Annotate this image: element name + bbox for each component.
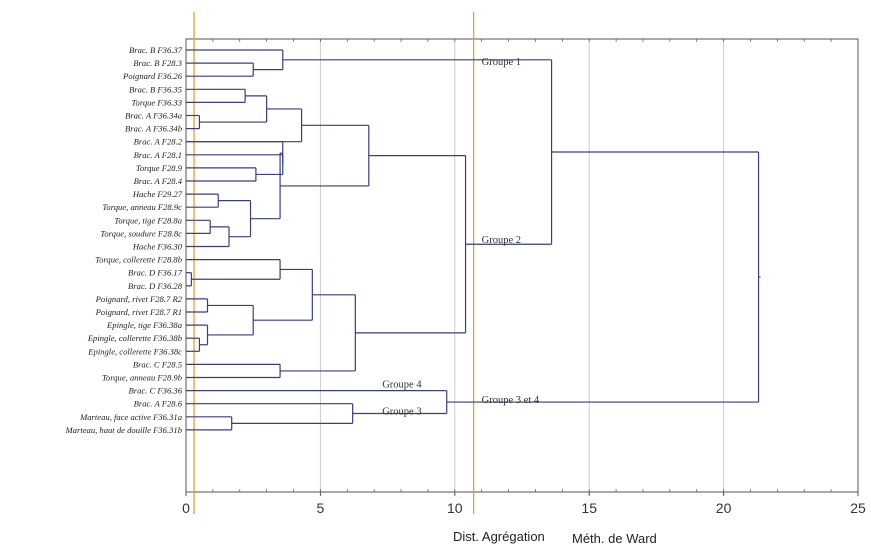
reference-lines: [193, 12, 475, 514]
leaf-label: Poignard, rivet F28.7 R1: [95, 307, 182, 317]
leaf-label: Brac. B F28.3: [133, 58, 182, 68]
leaf-label: Brac. A F28.6: [134, 399, 183, 409]
leaf-label: Torque, tige F28.8a: [114, 215, 182, 225]
leaf-label: Torque, collerette F28.8b: [95, 255, 183, 265]
leaf-label: Marteau, face active F36.31a: [79, 412, 182, 422]
x-tick-label: 0: [182, 500, 190, 516]
leaf-label: Hache F36.30: [132, 242, 183, 252]
leaf-label: Brac. D F36.17: [128, 268, 183, 278]
grid-lines: [319, 39, 725, 492]
leaf-label: Torque, soudure F28.8c: [100, 228, 182, 238]
x-tick-label: 5: [317, 500, 325, 516]
dendrogram-tree: [186, 49, 761, 431]
group-label: Groupe 3 et 4: [482, 395, 540, 406]
leaf-label: Brac. A F36.34b: [125, 124, 183, 134]
group-label: Groupe 4: [382, 380, 422, 391]
leaf-label: Brac. C F28.5: [133, 359, 183, 369]
x-tick-label: 15: [581, 500, 597, 516]
leaf-label: Brac. B F36.37: [129, 45, 183, 55]
leaf-label: Brac. C F36.36: [129, 386, 183, 396]
leaf-label: Brac. A F28.1: [134, 150, 182, 160]
leaf-labels: Brac. B F36.37 Brac. B F28.3 Poignard F36.…: [65, 45, 183, 435]
x-tick-label: 20: [716, 500, 732, 516]
leaf-label: Epingle, collerette F36.38b: [87, 333, 183, 343]
group-labels: Groupe 1 Groupe 2 Groupe 4 Groupe 3 Groupe 3…: [382, 57, 540, 418]
leaf-label: Brac. A F36.34a: [125, 111, 182, 121]
leaf-label: Epingle, tige F36.38a: [106, 320, 182, 330]
leaf-label: Torque F28.9: [136, 163, 183, 173]
x-axis-label: Dist. Agrégation: [453, 529, 545, 544]
group-label: Groupe 3: [382, 407, 421, 418]
leaf-label: Brac. A F28.2: [134, 137, 183, 147]
leaf-label: Torque, anneau F28.9c: [102, 202, 182, 212]
plot-frame: [185, 38, 859, 493]
x-tick-label: 10: [447, 500, 463, 516]
leaf-label: Hache F29.27: [132, 189, 183, 199]
leaf-label: Epingle, collerette F36.38c: [87, 346, 182, 356]
leaf-label: Torque, anneau F28.9b: [102, 373, 183, 383]
leaf-label: Brac. D F36.28: [128, 281, 183, 291]
x-axis: 0 5 10 15 20 25: [182, 39, 866, 516]
group-label: Groupe 1: [482, 57, 521, 68]
leaf-label: Torque F36.33: [132, 97, 182, 107]
leaf-label: Poignard, rivet F28.7 R2: [95, 294, 183, 304]
leaf-label: Poignard F36.26: [122, 71, 183, 81]
group-label: Groupe 2: [482, 235, 521, 246]
leaf-label: Brac. A F28.4: [134, 176, 183, 186]
x-axis-method-label: Méth. de Ward: [572, 531, 657, 546]
leaf-label: Marteau, haut de douille F36.31b: [65, 425, 183, 435]
leaf-label: Brac. B F36.35: [129, 84, 183, 94]
x-tick-label: 25: [850, 500, 866, 516]
